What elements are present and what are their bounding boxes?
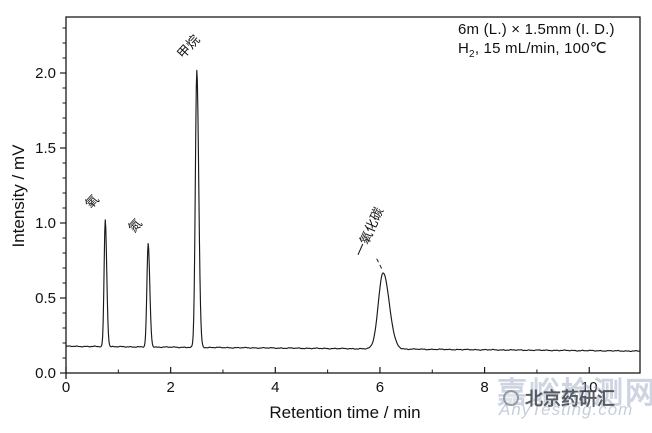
x-axis-title: Retention time / min xyxy=(269,403,421,422)
y-tick-label: 0.5 xyxy=(35,290,56,307)
channel-logo-icon xyxy=(503,390,519,406)
x-tick-label: 6 xyxy=(376,379,384,396)
peak-leader-line xyxy=(376,258,383,269)
y-tick-label: 1.0 xyxy=(35,215,56,232)
y-tick-label: 1.5 xyxy=(35,140,56,157)
watermark-site-name: 嘉峪检测网 xyxy=(497,377,652,410)
plot-frame xyxy=(65,16,641,374)
annotation-carrier-gas: H2, 15 mL/min, 100℃ xyxy=(458,40,607,60)
column-conditions-annotation: 6m (L.) × 1.5mm (I. D.) H2, 15 mL/min, 1… xyxy=(458,20,615,64)
x-tick-label: 2 xyxy=(166,379,174,396)
y-tick-label: 0.0 xyxy=(35,365,56,382)
channel-name: 北京药研汇 xyxy=(525,389,615,409)
y-tick-label: 2.0 xyxy=(35,65,56,82)
channel-branding: 北京药研汇 xyxy=(503,385,615,411)
annotation-column-spec: 6m (L.) × 1.5mm (I. D.) xyxy=(458,21,615,38)
x-tick-label: 4 xyxy=(271,379,279,396)
x-tick-label: 10 xyxy=(581,379,598,396)
chromatogram-trace xyxy=(65,69,641,353)
x-tick-label: 8 xyxy=(480,379,488,396)
watermark-site-url: AnyTesting.com xyxy=(499,400,634,419)
y-axis-title: Intensity / mV xyxy=(9,144,28,248)
x-tick-label: 0 xyxy=(62,379,70,396)
